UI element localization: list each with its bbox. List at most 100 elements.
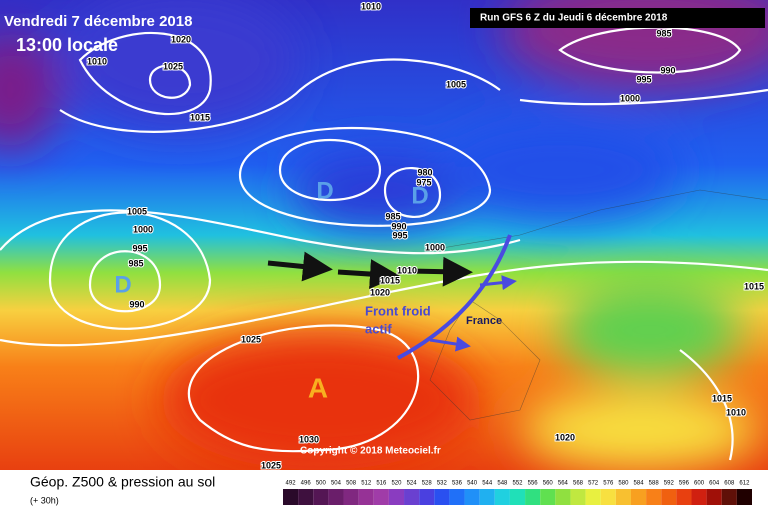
isobar-label: 1020 bbox=[555, 432, 575, 442]
scale-swatch bbox=[494, 489, 510, 505]
scale-swatch bbox=[676, 489, 692, 505]
scale-label: 524 bbox=[407, 481, 418, 487]
fronts bbox=[267, 234, 517, 360]
isobar-label: 990 bbox=[129, 299, 144, 309]
scale-swatch bbox=[313, 489, 329, 505]
isobar-label: 1015 bbox=[380, 275, 400, 285]
isobar-label: 1015 bbox=[712, 393, 732, 403]
scale-label: 516 bbox=[376, 481, 387, 487]
scale-label: 588 bbox=[649, 481, 660, 487]
scale-label: 564 bbox=[558, 481, 569, 487]
scale-swatch bbox=[540, 489, 556, 505]
scale-label: 596 bbox=[679, 481, 690, 487]
forecast-lead: (+ 30h) bbox=[30, 495, 59, 505]
scale-label: 608 bbox=[724, 481, 735, 487]
isobar-label: 990 bbox=[391, 221, 406, 231]
footer-title: Géop. Z500 & pression au sol bbox=[30, 474, 215, 490]
scale-label: 544 bbox=[482, 481, 493, 487]
isobar-label: 990 bbox=[660, 65, 675, 75]
scale-swatch bbox=[328, 489, 344, 505]
scale-swatch bbox=[449, 489, 465, 505]
scale-label: 540 bbox=[467, 481, 478, 487]
scale-label: 552 bbox=[512, 481, 523, 487]
scale-label: 532 bbox=[437, 481, 448, 487]
scale-label: 556 bbox=[528, 481, 539, 487]
run-box bbox=[470, 8, 765, 28]
isobar-label: 1020 bbox=[171, 34, 191, 44]
scale-swatch bbox=[283, 489, 299, 505]
low-pressure: D bbox=[316, 177, 333, 204]
low-pressure: D bbox=[114, 271, 131, 298]
scale-swatch bbox=[479, 489, 495, 505]
run-info: Run GFS 6 Z du Jeudi 6 décembre 2018 bbox=[480, 13, 668, 24]
isobar-label: 1000 bbox=[133, 224, 153, 234]
scale-label: 536 bbox=[452, 481, 463, 487]
isobar-label: 1010 bbox=[726, 407, 746, 417]
isobar-label: 1010 bbox=[87, 56, 107, 66]
scale-label: 584 bbox=[634, 481, 645, 487]
scale-swatch bbox=[555, 489, 571, 505]
isobar-label: 1000 bbox=[620, 93, 640, 103]
isobar-label: 1020 bbox=[370, 287, 390, 297]
scale-label: 576 bbox=[603, 481, 614, 487]
scale-swatch bbox=[661, 489, 677, 505]
scale-label: 548 bbox=[497, 481, 508, 487]
scale-label: 504 bbox=[331, 481, 342, 487]
scale-label: 592 bbox=[664, 481, 675, 487]
country-label: France bbox=[466, 315, 502, 327]
isobar-label: 985 bbox=[128, 258, 143, 268]
scale-swatch bbox=[525, 489, 541, 505]
front-label: Front froid bbox=[365, 303, 431, 318]
isobar-label: 995 bbox=[392, 230, 407, 240]
scale-swatch bbox=[630, 489, 647, 505]
scale-swatch bbox=[721, 489, 737, 505]
isobar-label: 995 bbox=[636, 74, 651, 84]
scale-swatch bbox=[343, 489, 359, 505]
scale-swatch bbox=[646, 489, 662, 505]
scale-label: 520 bbox=[391, 481, 402, 487]
isobar-label: 975 bbox=[416, 177, 431, 187]
map-background bbox=[0, 0, 768, 470]
scale-swatch bbox=[600, 489, 616, 505]
isobar-label: 985 bbox=[656, 28, 671, 38]
scale-swatch bbox=[570, 489, 586, 505]
front-label: actif bbox=[365, 321, 392, 336]
isobars bbox=[0, 26, 768, 461]
scale-swatch bbox=[509, 489, 526, 505]
scale-label: 492 bbox=[286, 481, 297, 487]
low-pressure: D bbox=[411, 182, 428, 209]
copyright: Copyright © 2018 Meteociel.fr bbox=[300, 446, 441, 457]
isobar-label: 980 bbox=[417, 167, 432, 177]
scale-label: 512 bbox=[361, 481, 372, 487]
scale-label: 604 bbox=[709, 481, 720, 487]
scale-swatch bbox=[736, 489, 752, 505]
color-scale: 492 496 500 504 508 512 516 520 524 528 532 536 540 5… bbox=[283, 481, 752, 505]
scale-swatch bbox=[419, 489, 435, 505]
scale-label: 528 bbox=[422, 481, 433, 487]
date: Vendredi 7 décembre 2018 bbox=[4, 13, 192, 30]
isobar-label: 1025 bbox=[241, 334, 261, 344]
scale-swatch bbox=[388, 489, 405, 505]
scale-swatch bbox=[298, 489, 314, 505]
isobar-label: 1000 bbox=[425, 242, 445, 252]
scale-swatch bbox=[373, 489, 389, 505]
scale-swatch bbox=[691, 489, 707, 505]
isobar-label: 1010 bbox=[361, 1, 381, 11]
scale-swatch bbox=[464, 489, 480, 505]
scale-swatch bbox=[585, 489, 601, 505]
scale-swatch bbox=[404, 489, 420, 505]
isobar-label: 1005 bbox=[127, 206, 147, 216]
isobar-label: 985 bbox=[385, 211, 400, 221]
isobar-label: 1025 bbox=[163, 61, 183, 71]
isobar-label: 1015 bbox=[744, 281, 764, 291]
scale-swatch bbox=[615, 489, 631, 505]
scale-label: 508 bbox=[346, 481, 357, 487]
isobar-label: 1005 bbox=[446, 79, 466, 89]
time: 13:00 locale bbox=[16, 35, 118, 55]
scale-swatch bbox=[358, 489, 374, 505]
scale-label: 612 bbox=[739, 481, 750, 487]
scale-label: 496 bbox=[301, 481, 312, 487]
isobar-label: 1030 bbox=[299, 434, 319, 444]
scale-label: 580 bbox=[618, 481, 629, 487]
scale-label: 560 bbox=[543, 481, 554, 487]
